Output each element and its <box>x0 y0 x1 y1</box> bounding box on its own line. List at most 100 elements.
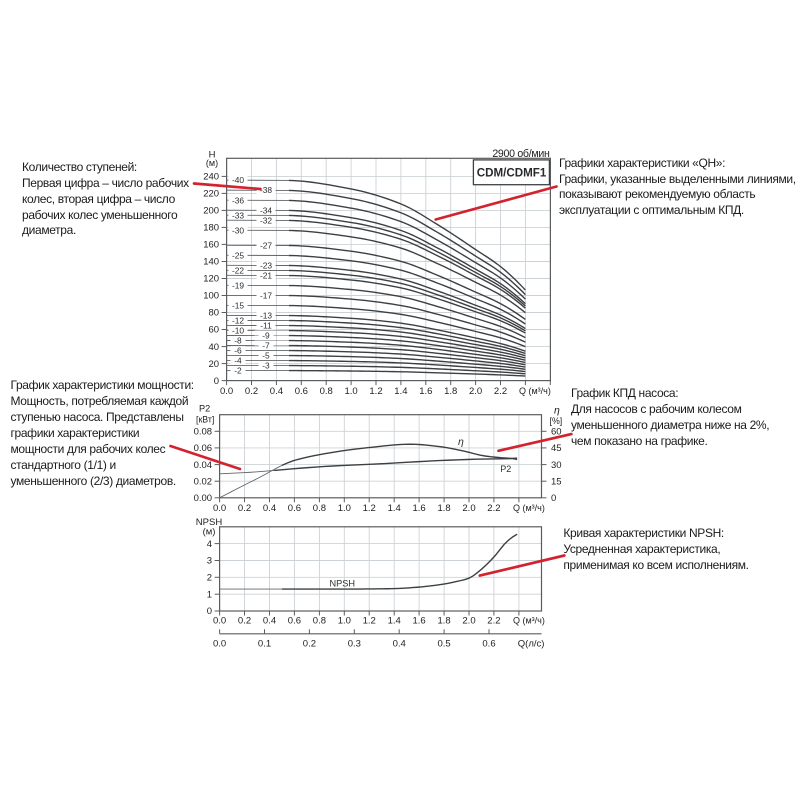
svg-text:NPSH: NPSH <box>196 517 223 528</box>
svg-text:Q (м³/ч): Q (м³/ч) <box>513 616 545 626</box>
svg-text:0.4: 0.4 <box>263 503 276 514</box>
svg-text:-2: -2 <box>234 366 242 376</box>
svg-text:0.6: 0.6 <box>288 616 301 627</box>
svg-text:0.0: 0.0 <box>213 503 226 514</box>
svg-text:-6: -6 <box>234 346 242 356</box>
svg-text:100: 100 <box>203 291 219 302</box>
svg-text:0.2: 0.2 <box>303 638 316 649</box>
svg-text:-30: -30 <box>232 225 244 235</box>
svg-text:180: 180 <box>203 223 219 234</box>
svg-text:120: 120 <box>203 274 219 285</box>
svg-text:1.8: 1.8 <box>437 616 450 627</box>
svg-text:P2: P2 <box>500 464 511 474</box>
svg-text:-38: -38 <box>260 185 272 195</box>
svg-text:Q (м³/ч): Q (м³/ч) <box>519 386 551 396</box>
svg-text:0.1: 0.1 <box>258 638 271 649</box>
svg-text:1.0: 1.0 <box>338 616 351 627</box>
svg-text:-8: -8 <box>234 336 242 346</box>
svg-text:-23: -23 <box>260 260 272 270</box>
svg-text:-10: -10 <box>232 326 244 336</box>
svg-text:15: 15 <box>551 476 562 487</box>
svg-text:-12: -12 <box>232 316 244 326</box>
svg-text:0.2: 0.2 <box>238 503 251 514</box>
svg-text:-22: -22 <box>232 265 244 275</box>
svg-text:-21: -21 <box>260 270 272 280</box>
svg-text:2.0: 2.0 <box>462 503 475 514</box>
svg-text:0.00: 0.00 <box>194 493 213 504</box>
svg-text:0.08: 0.08 <box>194 427 213 438</box>
svg-text:-33: -33 <box>232 210 244 220</box>
svg-text:-25: -25 <box>232 250 244 260</box>
svg-text:H: H <box>209 150 216 161</box>
svg-text:0.6: 0.6 <box>288 503 301 514</box>
svg-text:Q (м³/ч): Q (м³/ч) <box>513 503 545 513</box>
svg-text:0.3: 0.3 <box>348 638 361 649</box>
svg-text:1.0: 1.0 <box>344 386 357 397</box>
svg-text:0.2: 0.2 <box>245 386 258 397</box>
svg-text:-27: -27 <box>260 240 272 250</box>
svg-text:(м): (м) <box>206 158 218 168</box>
svg-text:NPSH: NPSH <box>330 579 356 589</box>
svg-text:60: 60 <box>209 325 220 336</box>
svg-text:[кВт]: [кВт] <box>196 415 214 425</box>
svg-text:20: 20 <box>209 359 220 370</box>
svg-text:-7: -7 <box>262 341 270 351</box>
svg-text:45: 45 <box>551 443 562 454</box>
svg-text:1.0: 1.0 <box>338 503 351 514</box>
svg-text:200: 200 <box>203 206 219 217</box>
svg-text:220: 220 <box>203 189 219 200</box>
svg-text:2900 об/мин: 2900 об/мин <box>492 148 550 160</box>
svg-text:[%]: [%] <box>550 416 563 426</box>
svg-text:2.0: 2.0 <box>462 616 475 627</box>
svg-text:1.4: 1.4 <box>388 503 401 514</box>
svg-text:0.2: 0.2 <box>238 616 251 627</box>
svg-text:-13: -13 <box>260 311 272 321</box>
svg-text:160: 160 <box>203 240 219 251</box>
svg-text:1.2: 1.2 <box>363 616 376 627</box>
svg-text:0.8: 0.8 <box>313 616 326 627</box>
svg-text:-36: -36 <box>232 195 244 205</box>
svg-text:2: 2 <box>207 573 212 584</box>
svg-text:4: 4 <box>207 539 212 550</box>
svg-text:-4: -4 <box>234 356 242 366</box>
svg-text:0: 0 <box>551 493 556 504</box>
svg-text:80: 80 <box>209 308 220 319</box>
svg-text:3: 3 <box>207 556 212 567</box>
svg-text:P2: P2 <box>199 404 210 414</box>
svg-text:η: η <box>554 405 560 417</box>
svg-text:2.2: 2.2 <box>487 503 500 514</box>
svg-text:40: 40 <box>209 342 220 353</box>
svg-text:(м): (м) <box>203 527 216 538</box>
svg-text:0.06: 0.06 <box>194 443 213 454</box>
svg-text:-32: -32 <box>260 215 272 225</box>
svg-text:-9: -9 <box>262 331 270 341</box>
svg-text:1.8: 1.8 <box>444 386 457 397</box>
svg-text:0.4: 0.4 <box>270 386 283 397</box>
svg-text:Q(л/с): Q(л/с) <box>518 638 545 649</box>
svg-text:0.0: 0.0 <box>213 616 226 627</box>
svg-text:-3: -3 <box>262 361 270 371</box>
svg-text:-17: -17 <box>260 291 272 301</box>
svg-text:0.0: 0.0 <box>213 638 226 649</box>
svg-text:1.4: 1.4 <box>388 616 401 627</box>
svg-text:1: 1 <box>207 589 212 600</box>
svg-text:0.5: 0.5 <box>437 638 450 649</box>
svg-text:1.2: 1.2 <box>369 386 382 397</box>
svg-text:1.8: 1.8 <box>437 503 450 514</box>
svg-text:30: 30 <box>551 460 562 471</box>
svg-text:0.02: 0.02 <box>194 476 213 487</box>
svg-text:CDM/CDMF1: CDM/CDMF1 <box>477 167 547 180</box>
svg-text:1.6: 1.6 <box>412 616 425 627</box>
svg-text:2.2: 2.2 <box>487 616 500 627</box>
svg-text:2.0: 2.0 <box>469 386 482 397</box>
svg-text:-34: -34 <box>260 205 272 215</box>
svg-text:η: η <box>458 436 464 448</box>
svg-text:0.6: 0.6 <box>295 386 308 397</box>
svg-text:1.6: 1.6 <box>412 503 425 514</box>
svg-text:0.04: 0.04 <box>194 460 213 471</box>
svg-text:1.2: 1.2 <box>363 503 376 514</box>
svg-text:-11: -11 <box>260 321 272 331</box>
svg-text:0.0: 0.0 <box>220 386 233 397</box>
svg-text:60: 60 <box>551 427 562 438</box>
svg-text:0.8: 0.8 <box>320 386 333 397</box>
